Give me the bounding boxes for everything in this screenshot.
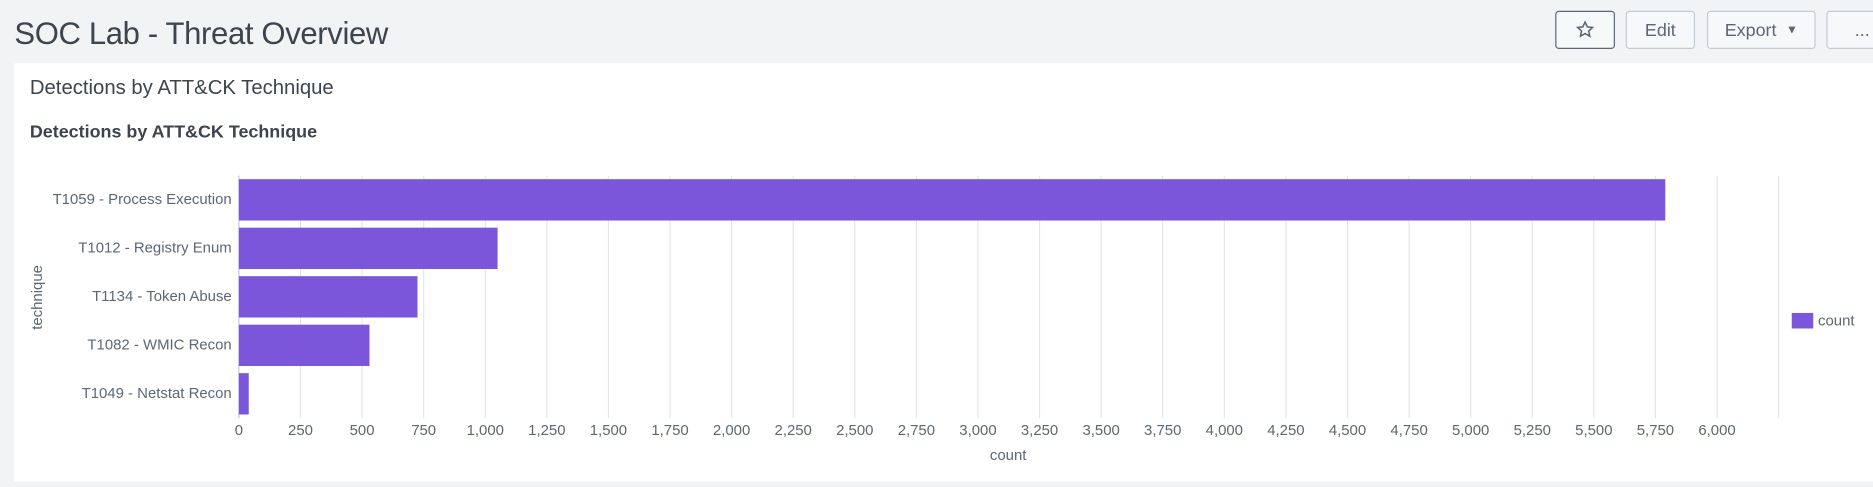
legend-swatch <box>1791 312 1814 329</box>
x-tick-label: 4,750 <box>1390 422 1427 439</box>
x-tick-label: 1,500 <box>590 422 627 439</box>
bar <box>238 227 498 270</box>
y-tick-label: T1082 - WMIC Recon <box>87 336 231 353</box>
x-tick-label: 3,500 <box>1082 422 1119 439</box>
x-tick-label: 500 <box>350 422 375 439</box>
dashboard-title: SOC Lab - Threat Overview <box>14 15 388 52</box>
x-tick-label: 6,000 <box>1698 422 1735 439</box>
x-tick-label: 5,000 <box>1452 422 1489 439</box>
bar <box>238 179 1666 221</box>
x-tick-label: 3,250 <box>1021 422 1058 439</box>
x-tick-label: 0 <box>235 422 243 439</box>
x-tick-label: 4,250 <box>1267 422 1304 439</box>
x-tick-label: 750 <box>411 422 436 439</box>
chart: Detections by ATT&CK Technique Detection… <box>29 77 1855 464</box>
chart-title: Detections by ATT&CK Technique <box>30 121 317 141</box>
x-tick-label: 2,250 <box>775 422 812 439</box>
x-axis-label: count <box>990 447 1027 464</box>
star-icon <box>1575 20 1595 38</box>
x-tick-label: 2,500 <box>836 422 873 439</box>
more-button[interactable]: ... <box>1826 10 1873 49</box>
x-tick-label: 3,000 <box>959 422 996 439</box>
x-tick-label: 4,000 <box>1206 422 1243 439</box>
y-tick-label: T1134 - Token Abuse <box>92 288 232 305</box>
dropdown-caret: ▼ <box>1786 23 1798 37</box>
favorite-button[interactable] <box>1555 10 1615 49</box>
legend-label: count <box>1818 312 1855 329</box>
bar <box>238 373 249 415</box>
panel-title: Detections by ATT&CK Technique <box>30 77 334 99</box>
panel: Detections by ATT&CK Technique Detection… <box>14 63 1873 482</box>
x-tick-label: 2,750 <box>898 422 935 439</box>
x-tick-label: 5,250 <box>1514 422 1551 439</box>
x-tick-label: 4,500 <box>1329 422 1366 439</box>
y-tick-label: T1049 - Netstat Recon <box>82 385 232 402</box>
x-tick-label: 250 <box>288 422 313 439</box>
export-button[interactable]: Export ▼ <box>1706 10 1816 49</box>
y-axis-label: technique <box>29 265 46 330</box>
x-tick-label: 1,250 <box>528 422 565 439</box>
x-tick-label: 1,000 <box>467 422 504 439</box>
y-tick-label: T1059 - Process Execution <box>53 191 232 208</box>
x-tick-label: 2,000 <box>713 422 750 439</box>
x-tick-label: 1,750 <box>651 422 688 439</box>
edit-button[interactable]: Edit <box>1625 10 1695 49</box>
x-tick-label: 5,750 <box>1637 422 1674 439</box>
export-label: Export <box>1724 19 1777 41</box>
x-tick-label: 5,500 <box>1575 422 1612 439</box>
y-tick-label: T1012 - Registry Enum <box>78 239 231 256</box>
bar <box>238 276 418 318</box>
x-tick-label: 3,750 <box>1144 422 1181 439</box>
bar <box>238 324 370 366</box>
